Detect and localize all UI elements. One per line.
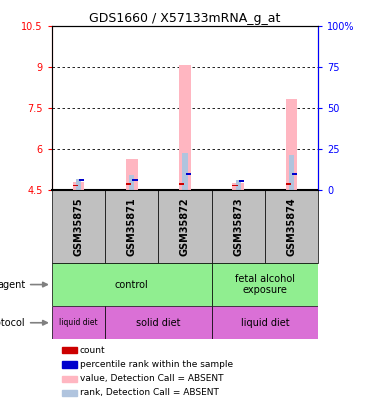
Bar bbox=[105, 307, 212, 339]
Bar bbox=[73, 182, 84, 190]
Bar bbox=[126, 183, 131, 185]
Bar bbox=[158, 190, 212, 263]
Text: value, Detection Call = ABSENT: value, Detection Call = ABSENT bbox=[80, 374, 223, 383]
Text: liquid diet: liquid diet bbox=[59, 318, 98, 327]
Text: agent: agent bbox=[0, 279, 25, 290]
Text: protocol: protocol bbox=[0, 318, 25, 328]
Bar bbox=[179, 64, 191, 190]
Text: GSM35871: GSM35871 bbox=[127, 197, 137, 256]
Bar bbox=[286, 98, 297, 190]
Bar bbox=[52, 263, 212, 307]
Text: rank, Detection Call = ABSENT: rank, Detection Call = ABSENT bbox=[80, 388, 219, 397]
Title: GDS1660 / X57133mRNA_g_at: GDS1660 / X57133mRNA_g_at bbox=[89, 12, 281, 25]
Bar bbox=[232, 183, 244, 190]
Bar bbox=[265, 190, 318, 263]
Bar bbox=[185, 173, 191, 175]
Bar bbox=[79, 179, 84, 181]
Bar bbox=[132, 179, 138, 181]
Bar bbox=[129, 175, 134, 190]
Bar bbox=[232, 185, 238, 186]
Bar bbox=[236, 181, 241, 190]
Text: count: count bbox=[80, 346, 105, 355]
Bar bbox=[63, 361, 77, 368]
Bar bbox=[182, 153, 188, 190]
Bar bbox=[126, 159, 138, 190]
Bar bbox=[179, 183, 185, 185]
Text: GSM35874: GSM35874 bbox=[286, 197, 297, 256]
Bar bbox=[73, 185, 78, 186]
Bar bbox=[63, 347, 77, 353]
Bar bbox=[212, 307, 318, 339]
Bar bbox=[292, 173, 297, 175]
Bar bbox=[286, 183, 291, 185]
Bar bbox=[239, 181, 244, 182]
Bar bbox=[289, 155, 294, 190]
Text: liquid diet: liquid diet bbox=[240, 318, 289, 328]
Bar bbox=[52, 307, 105, 339]
Text: GSM35873: GSM35873 bbox=[233, 197, 243, 256]
Bar bbox=[52, 190, 105, 263]
Text: GSM35872: GSM35872 bbox=[180, 197, 190, 256]
Text: control: control bbox=[115, 279, 149, 290]
Text: GSM35875: GSM35875 bbox=[73, 197, 84, 256]
Bar bbox=[212, 263, 318, 307]
Bar bbox=[105, 190, 158, 263]
Text: percentile rank within the sample: percentile rank within the sample bbox=[80, 360, 233, 369]
Text: fetal alcohol
exposure: fetal alcohol exposure bbox=[235, 274, 295, 295]
Bar bbox=[63, 375, 77, 382]
Bar bbox=[76, 179, 81, 190]
Bar bbox=[63, 390, 77, 396]
Text: solid diet: solid diet bbox=[136, 318, 181, 328]
Bar bbox=[212, 190, 265, 263]
